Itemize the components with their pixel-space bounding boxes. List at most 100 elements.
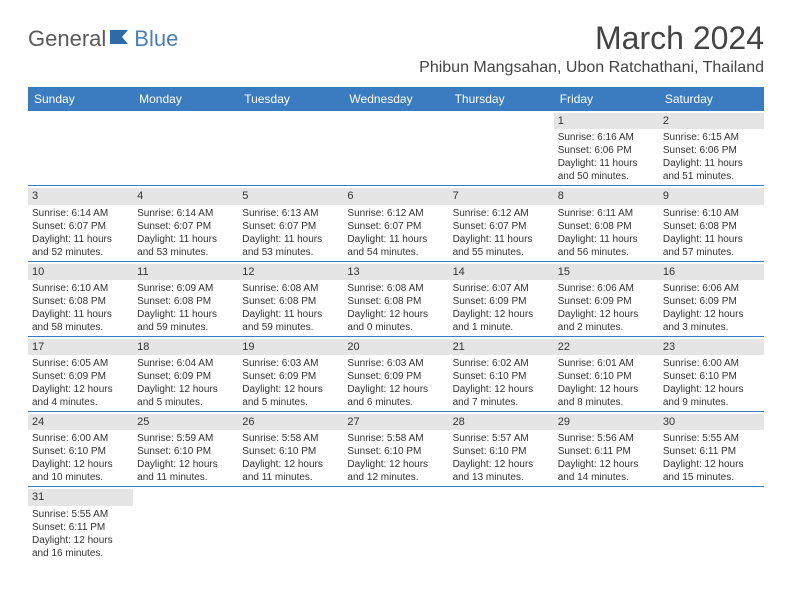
daylight-text: Daylight: 11 hours and 51 minutes. <box>663 157 760 183</box>
sunset-text: Sunset: 6:10 PM <box>32 445 129 458</box>
sunrise-text: Sunrise: 5:55 AM <box>663 432 760 445</box>
day-cell: 6Sunrise: 6:12 AMSunset: 6:07 PMDaylight… <box>343 186 448 260</box>
header: General Blue March 2024 Phibun Mangsahan… <box>28 20 764 77</box>
sunrise-text: Sunrise: 6:11 AM <box>558 207 655 220</box>
sunset-text: Sunset: 6:08 PM <box>242 295 339 308</box>
day-header: Monday <box>133 87 238 111</box>
flag-icon <box>110 28 132 46</box>
daylight-text: Daylight: 12 hours and 2 minutes. <box>558 308 655 334</box>
day-number: 23 <box>659 339 764 355</box>
daylight-text: Daylight: 12 hours and 10 minutes. <box>32 458 129 484</box>
daylight-text: Daylight: 12 hours and 9 minutes. <box>663 383 760 409</box>
day-header: Thursday <box>449 87 554 111</box>
week-row: 1Sunrise: 6:16 AMSunset: 6:06 PMDaylight… <box>28 111 764 186</box>
daylight-text: Daylight: 12 hours and 3 minutes. <box>663 308 760 334</box>
day-cell: 10Sunrise: 6:10 AMSunset: 6:08 PMDayligh… <box>28 262 133 336</box>
day-cell: 29Sunrise: 5:56 AMSunset: 6:11 PMDayligh… <box>554 412 659 486</box>
sunrise-text: Sunrise: 6:12 AM <box>347 207 444 220</box>
day-number: 31 <box>28 489 133 505</box>
day-cell: 26Sunrise: 5:58 AMSunset: 6:10 PMDayligh… <box>238 412 343 486</box>
day-number: 19 <box>238 339 343 355</box>
sunset-text: Sunset: 6:09 PM <box>32 370 129 383</box>
day-number: 18 <box>133 339 238 355</box>
day-cell-empty <box>133 111 238 185</box>
daylight-text: Daylight: 12 hours and 16 minutes. <box>32 534 129 560</box>
day-cell: 30 Sunrise: 5:55 AMSunset: 6:11 PMDayligh… <box>659 412 764 486</box>
week-row: 24Sunrise: 6:00 AMSunset: 6:10 PMDayligh… <box>28 412 764 487</box>
day-header: Tuesday <box>238 87 343 111</box>
week-row: 3 Sunrise: 6:14 AM Sunset: 6:07 PM Daylight… <box>28 186 764 261</box>
weeks-container: 1Sunrise: 6:16 AMSunset: 6:06 PMDaylight… <box>28 111 764 562</box>
daylight-text: Daylight: 12 hours and 12 minutes. <box>347 458 444 484</box>
day-number: 27 <box>343 414 448 430</box>
daylight-text: Daylight: 12 hours and 11 minutes. <box>242 458 339 484</box>
sunrise-text: Sunrise: 6:03 AM <box>347 357 444 370</box>
daylight-text: Daylight: 12 hours and 7 minutes. <box>453 383 550 409</box>
day-number: 20 <box>343 339 448 355</box>
sunset-text: Sunset: 6:10 PM <box>558 370 655 383</box>
day-cell-empty <box>28 111 133 185</box>
sunrise-text: Sunrise: 6:09 AM <box>137 282 234 295</box>
sunset-text: Sunset: 6:06 PM <box>558 144 655 157</box>
day-cell-empty <box>449 111 554 185</box>
day-cell-empty <box>659 487 764 561</box>
daylight-text: Daylight: 11 hours and 58 minutes. <box>32 308 129 334</box>
day-cell: 24Sunrise: 6:00 AMSunset: 6:10 PMDayligh… <box>28 412 133 486</box>
week-row: 17Sunrise: 6:05 AMSunset: 6:09 PMDayligh… <box>28 337 764 412</box>
daylight-text: Daylight: 12 hours and 5 minutes. <box>242 383 339 409</box>
day-cell: 15Sunrise: 6:06 AMSunset: 6:09 PMDayligh… <box>554 262 659 336</box>
day-cell: 16Sunrise: 6:06 AMSunset: 6:09 PMDayligh… <box>659 262 764 336</box>
sunset-text: Sunset: 6:10 PM <box>347 445 444 458</box>
day-cell: 13Sunrise: 6:08 AMSunset: 6:08 PMDayligh… <box>343 262 448 336</box>
sunset-text: Sunset: 6:09 PM <box>242 370 339 383</box>
sunrise-text: Sunrise: 6:14 AM <box>32 207 129 220</box>
day-number: 13 <box>343 264 448 280</box>
sunrise-text: Sunrise: 6:08 AM <box>242 282 339 295</box>
sunset-text: Sunset: 6:07 PM <box>242 220 339 233</box>
sunset-text: Sunset: 6:09 PM <box>137 370 234 383</box>
sunset-text: Sunset: 6:10 PM <box>453 445 550 458</box>
daylight-text: Daylight: 12 hours and 5 minutes. <box>137 383 234 409</box>
sunrise-text: Sunrise: 6:00 AM <box>32 432 129 445</box>
daylight-text: Daylight: 12 hours and 11 minutes. <box>137 458 234 484</box>
day-number: 6 <box>343 188 448 204</box>
daylight-text: Daylight: 12 hours and 15 minutes. <box>663 458 760 484</box>
daylight-text: Daylight: 11 hours and 55 minutes. <box>453 233 550 259</box>
sunrise-text: Sunrise: 6:10 AM <box>32 282 129 295</box>
sunrise-text: Sunrise: 6:01 AM <box>558 357 655 370</box>
day-header: Saturday <box>659 87 764 111</box>
sunset-text: Sunset: 6:11 PM <box>663 445 760 458</box>
day-header-row: SundayMondayTuesdayWednesdayThursdayFrid… <box>28 87 764 111</box>
daylight-text: Daylight: 12 hours and 8 minutes. <box>558 383 655 409</box>
daylight-text: Daylight: 12 hours and 14 minutes. <box>558 458 655 484</box>
day-number: 11 <box>133 264 238 280</box>
sunrise-text: Sunrise: 5:58 AM <box>242 432 339 445</box>
day-cell: 4Sunrise: 6:14 AMSunset: 6:07 PMDaylight… <box>133 186 238 260</box>
sunrise-text: Sunrise: 6:00 AM <box>663 357 760 370</box>
day-cell-empty <box>238 487 343 561</box>
day-number: 30 <box>659 414 764 430</box>
day-cell: 21Sunrise: 6:02 AMSunset: 6:10 PMDayligh… <box>449 337 554 411</box>
day-header: Sunday <box>28 87 133 111</box>
day-cell: 5Sunrise: 6:13 AMSunset: 6:07 PMDaylight… <box>238 186 343 260</box>
sunrise-text: Sunrise: 6:13 AM <box>242 207 339 220</box>
day-cell: 22 Sunrise: 6:01 AMSunset: 6:10 PMDayligh… <box>554 337 659 411</box>
day-number: 22 <box>554 339 659 355</box>
day-cell: 18Sunrise: 6:04 AMSunset: 6:09 PMDayligh… <box>133 337 238 411</box>
title-block: March 2024 Phibun Mangsahan, Ubon Ratcha… <box>419 20 764 77</box>
sunrise-text: Sunrise: 5:58 AM <box>347 432 444 445</box>
day-cell: 14Sunrise: 6:07 AMSunset: 6:09 PMDayligh… <box>449 262 554 336</box>
sunset-text: Sunset: 6:08 PM <box>347 295 444 308</box>
day-number: 3 <box>28 188 133 204</box>
daylight-text: Daylight: 11 hours and 59 minutes. <box>137 308 234 334</box>
sunrise-text: Sunrise: 5:56 AM <box>558 432 655 445</box>
day-number: 17 <box>28 339 133 355</box>
week-row: 10Sunrise: 6:10 AMSunset: 6:08 PMDayligh… <box>28 262 764 337</box>
day-cell: 25Sunrise: 5:59 AMSunset: 6:10 PMDayligh… <box>133 412 238 486</box>
day-cell: 12Sunrise: 6:08 AMSunset: 6:08 PMDayligh… <box>238 262 343 336</box>
day-cell-empty <box>133 487 238 561</box>
sunrise-text: Sunrise: 6:08 AM <box>347 282 444 295</box>
sunrise-text: Sunrise: 6:12 AM <box>453 207 550 220</box>
day-cell-empty <box>343 111 448 185</box>
day-cell: 3Sunrise: 6:14 AMSunset: 6:07 PMDaylight… <box>28 186 133 260</box>
